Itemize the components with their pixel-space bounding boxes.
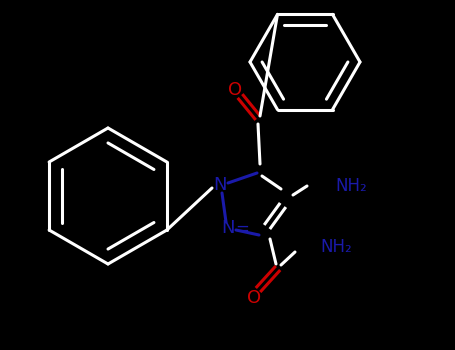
Text: N: N	[221, 219, 235, 237]
Text: O: O	[247, 289, 261, 307]
Text: N: N	[213, 176, 227, 194]
Text: NH₂: NH₂	[320, 238, 352, 256]
Text: =: =	[235, 220, 249, 238]
Text: NH₂: NH₂	[335, 177, 367, 195]
Text: O: O	[228, 81, 242, 99]
